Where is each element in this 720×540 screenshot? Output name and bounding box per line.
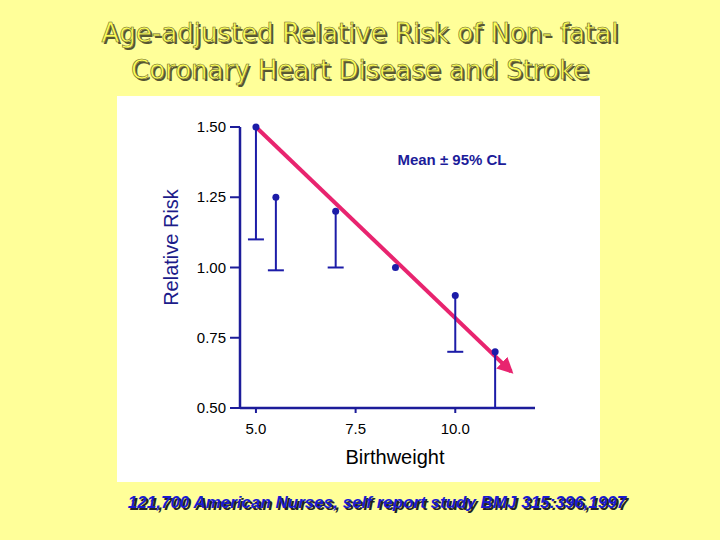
x-tick	[255, 408, 257, 413]
error-bar	[255, 127, 257, 239]
x-tick	[355, 408, 357, 413]
x-tick-label: 5.0	[246, 420, 267, 437]
y-tick-label: 1.00	[197, 259, 226, 276]
point	[252, 124, 259, 131]
x-axis	[240, 407, 535, 410]
trend-line	[256, 127, 511, 371]
x-axis-label: Birthweight	[346, 446, 445, 468]
y-tick	[230, 267, 240, 269]
point	[392, 264, 399, 271]
y-tick	[230, 407, 240, 409]
point	[452, 292, 459, 299]
error-cap	[268, 269, 284, 271]
y-tick-label: 1.50	[197, 118, 226, 135]
error-bar	[454, 296, 456, 352]
chart-panel	[117, 96, 600, 482]
error-cap	[447, 351, 463, 353]
title: Coronary Heart Disease and Stroke	[131, 55, 589, 85]
error-cap	[248, 238, 264, 240]
footnote: 121,700 American Nurses, self report stu…	[128, 493, 628, 512]
y-tick	[230, 126, 240, 128]
y-tick-label: 0.75	[197, 329, 226, 346]
y-tick	[230, 337, 240, 339]
point	[272, 194, 279, 201]
error-bar	[335, 211, 337, 267]
error-cap	[487, 407, 503, 408]
y-axis-label: Relative Risk	[160, 188, 182, 306]
title: Age-adjusted Relative Risk of Non- fatal	[102, 18, 619, 48]
x-tick	[454, 408, 456, 413]
y-tick	[230, 196, 240, 198]
y-tick-label: 1.25	[197, 188, 226, 205]
point	[332, 208, 339, 215]
annotation: Mean ± 95% CL	[397, 151, 506, 168]
point	[492, 348, 499, 355]
error-cap	[328, 267, 344, 269]
x-tick-label: 7.5	[345, 420, 366, 437]
y-tick-label: 0.50	[197, 399, 226, 416]
plot-area	[248, 124, 511, 409]
error-bar	[494, 352, 496, 408]
error-bar	[275, 197, 277, 270]
x-tick-label: 10.0	[441, 420, 470, 437]
chart: Age-adjusted Relative Risk of Non- fatal…	[0, 0, 720, 540]
